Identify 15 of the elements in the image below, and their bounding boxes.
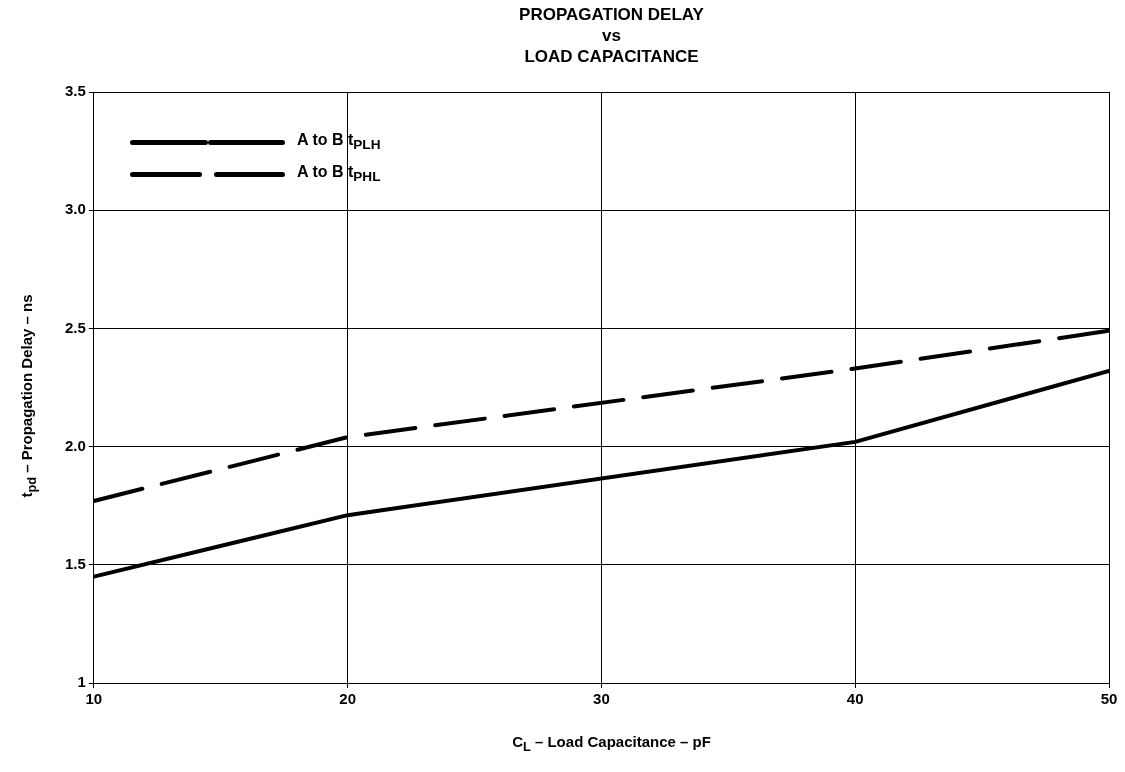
y-tick-label: 3.5 [64,82,86,100]
y-tick-label: 1.5 [64,554,86,572]
y-tick-label: 3.0 [64,200,86,218]
y-tick-label: 1 [77,673,86,691]
y-tick-label: 2.5 [64,318,86,336]
x-tick-label: 40 [846,690,864,708]
legend-label: A to B t$_{PHL}$ [297,163,381,185]
x-axis-title: C$_{L}$ – Load Capacitance – pF [511,733,712,754]
x-tick-label: 30 [593,690,610,708]
x-tick-label: 20 [339,690,356,708]
x-tick-label: 50 [1100,690,1118,708]
legend-label: A to B t$_{PLH}$ [297,131,381,153]
y-tick-label: 2.0 [64,436,86,454]
x-tick-label: 10 [85,690,103,708]
chart-title: PROPAGATION DELAY vs LOAD CAPACITANCE [518,4,705,67]
